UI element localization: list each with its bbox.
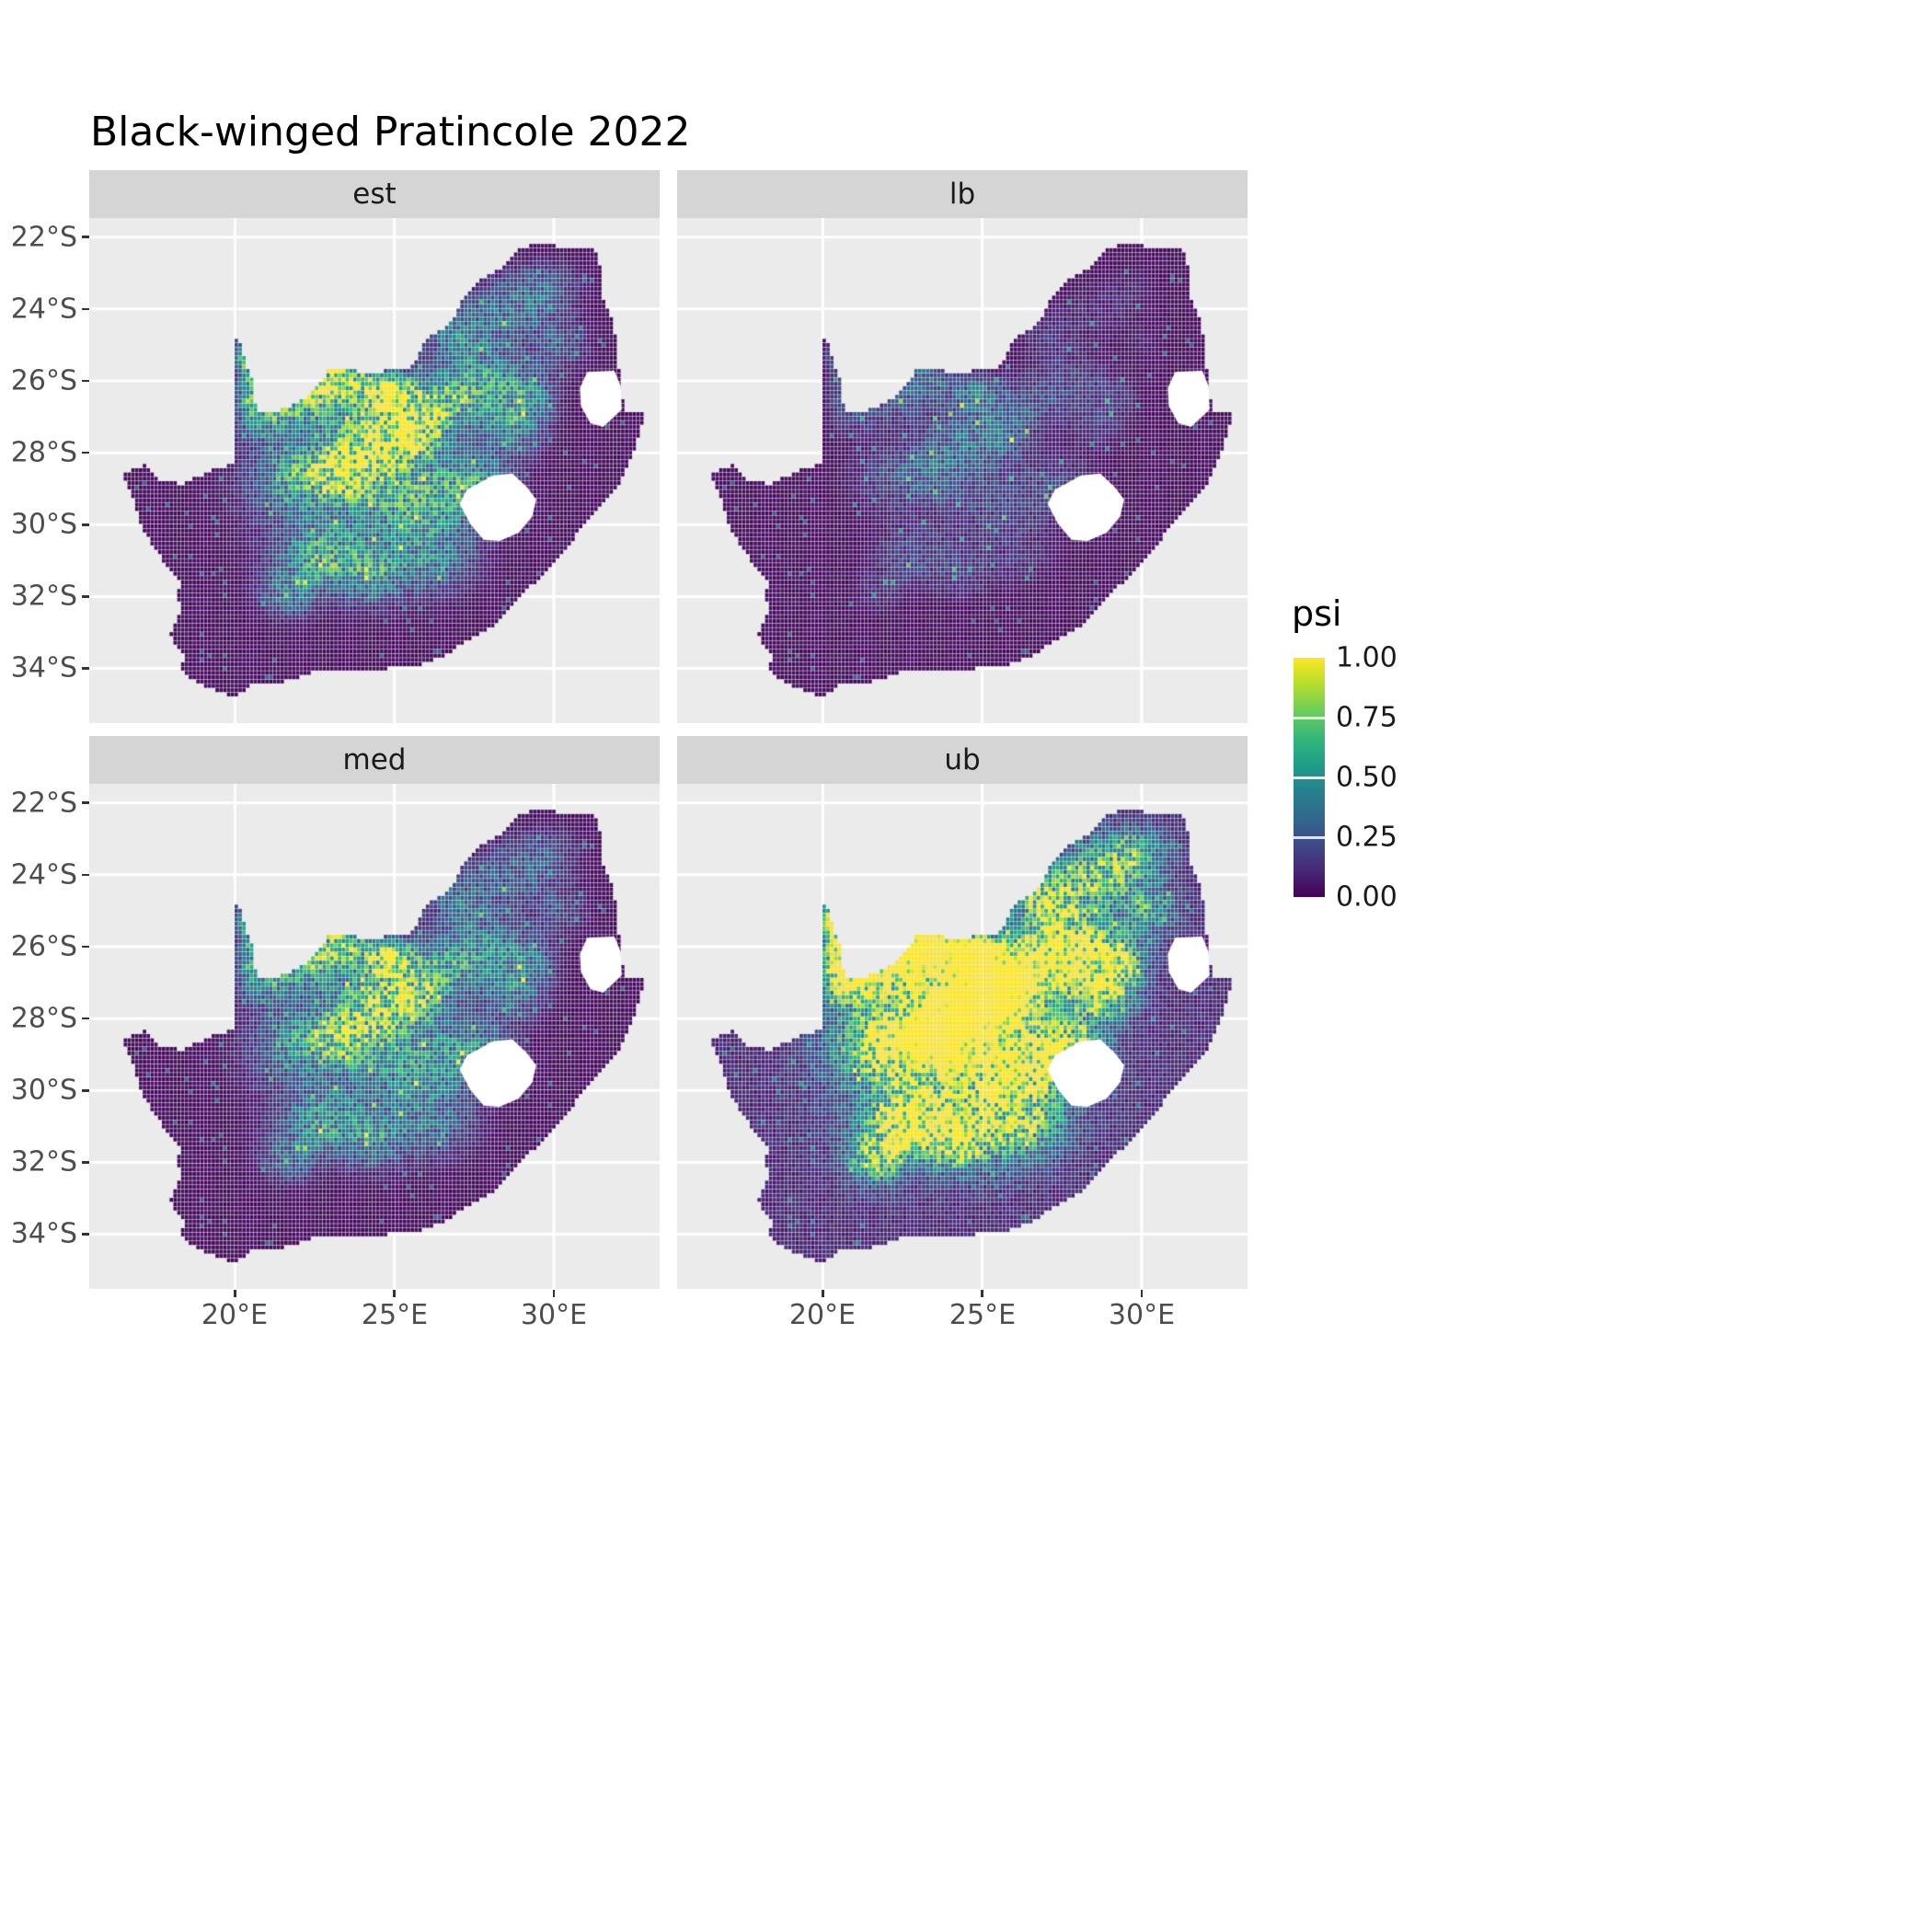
y-axis-label: 24°S	[10, 858, 77, 891]
axis-tick-mark	[82, 1233, 89, 1236]
map-panel-est	[89, 218, 660, 723]
y-axis-label: 26°S	[10, 364, 77, 397]
axis-tick-mark	[82, 595, 89, 598]
axis-tick-mark	[82, 451, 89, 454]
legend-tick-label: 0.00	[1336, 880, 1397, 914]
axis-tick-mark	[82, 1017, 89, 1020]
legend-colorbar-tick	[1294, 717, 1325, 719]
axis-tick-mark	[552, 1290, 556, 1297]
axis-tick-mark	[981, 1290, 983, 1297]
legend-colorbar-tick	[1294, 836, 1325, 839]
legend-tick-label: 1.00	[1336, 641, 1397, 674]
map-panel-med	[89, 784, 660, 1289]
y-axis-label: 30°S	[10, 508, 77, 541]
y-axis-label: 22°S	[10, 787, 77, 820]
y-axis-label: 34°S	[10, 651, 77, 684]
axis-tick-mark	[234, 1290, 236, 1297]
y-axis-label: 32°S	[10, 1145, 77, 1179]
axis-tick-mark	[82, 307, 89, 311]
x-axis-label: 30°E	[1108, 1299, 1176, 1331]
axis-tick-mark	[393, 1290, 396, 1297]
axis-tick-mark	[82, 667, 89, 670]
map-panel-lb	[677, 218, 1248, 723]
y-axis-label: 24°S	[10, 293, 77, 326]
facet-strip-ub: ub	[677, 736, 1248, 784]
facet-est: est	[89, 170, 660, 723]
y-axis-label: 34°S	[10, 1217, 77, 1250]
axis-tick-mark	[82, 236, 89, 238]
y-axis-label: 28°S	[10, 1002, 77, 1035]
y-axis-label: 22°S	[10, 221, 77, 254]
axis-tick-mark	[82, 1161, 89, 1164]
legend-tick-label: 0.25	[1336, 821, 1397, 854]
axis-tick-mark	[82, 945, 89, 949]
x-axis-label: 20°E	[788, 1299, 857, 1331]
facet-ub: ub	[677, 736, 1248, 1289]
facet-strip-label-est: est	[352, 178, 397, 211]
facet-strip-label-ub: ub	[944, 743, 981, 776]
x-axis-label: 30°E	[520, 1299, 588, 1331]
facet-lb: lb	[677, 170, 1248, 723]
axis-tick-mark	[82, 379, 89, 383]
legend-colorbar	[1294, 658, 1325, 897]
y-axis-label: 26°S	[10, 930, 77, 963]
x-axis-label: 25°E	[361, 1299, 429, 1331]
axis-tick-mark	[82, 873, 89, 877]
plot-title: Black-winged Pratincole 2022	[90, 109, 691, 155]
facet-med: med	[89, 736, 660, 1289]
legend-title: psi	[1292, 593, 1342, 634]
facet-strip-lb: lb	[677, 170, 1248, 218]
y-axis-label: 28°S	[10, 436, 77, 469]
axis-tick-mark	[82, 801, 89, 804]
legend-tick-label: 0.75	[1336, 701, 1397, 734]
x-axis-label: 20°E	[201, 1299, 269, 1331]
x-axis-label: 25°E	[949, 1299, 1017, 1331]
axis-tick-mark	[82, 523, 89, 526]
map-panel-ub	[677, 784, 1248, 1289]
facet-strip-med: med	[89, 736, 660, 784]
facet-strip-label-med: med	[342, 743, 407, 776]
facet-strip-label-lb: lb	[949, 178, 976, 211]
facet-strip-est: est	[89, 170, 660, 218]
axis-tick-mark	[822, 1290, 824, 1297]
y-axis-label: 32°S	[10, 580, 77, 613]
y-axis-label: 30°S	[10, 1074, 77, 1107]
legend-tick-label: 0.50	[1336, 761, 1397, 794]
axis-tick-mark	[82, 1089, 89, 1092]
axis-tick-mark	[1140, 1290, 1144, 1297]
legend-colorbar-tick	[1294, 776, 1325, 779]
